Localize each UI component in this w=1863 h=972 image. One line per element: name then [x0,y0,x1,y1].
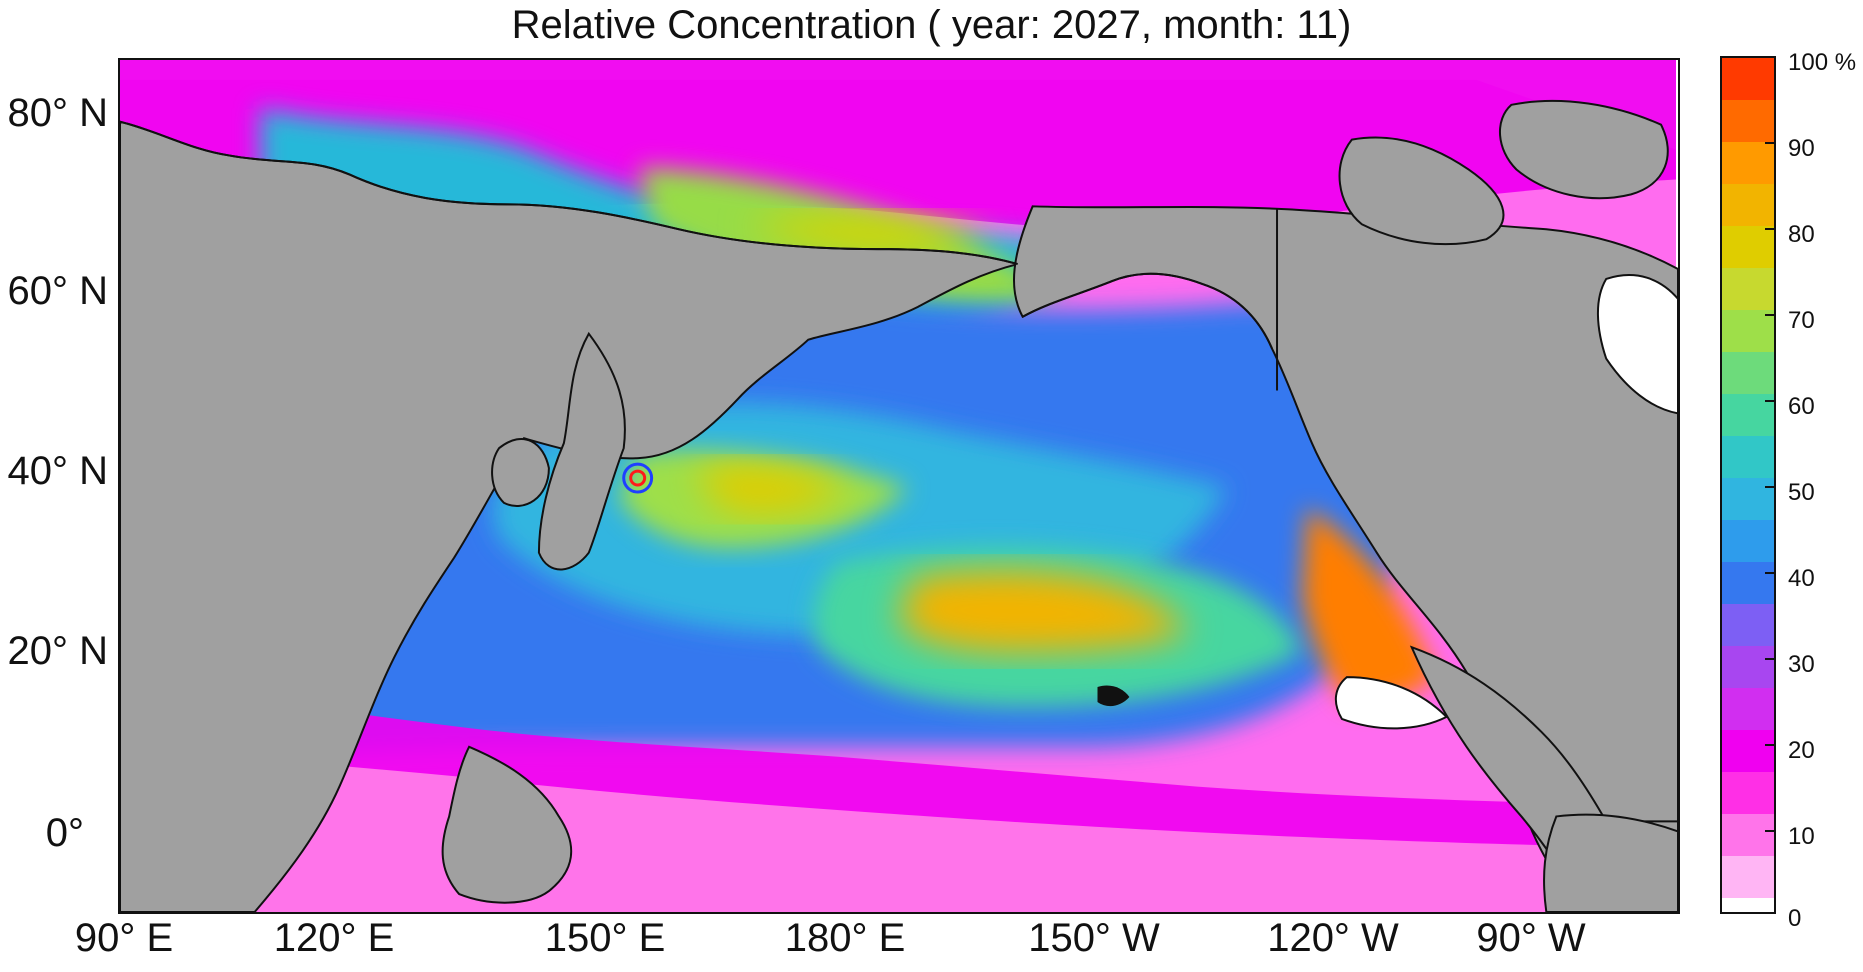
colorbar-tick-100 [1765,56,1776,58]
arctic-coastline [120,120,1018,266]
colorbar-level-80 [1722,226,1774,268]
latitude-label-60n: 60° N [7,269,109,313]
longitude-label-150e: 150° E [544,916,666,960]
colorbar-label-80: 80 [1788,221,1815,248]
colorbar-level-45 [1722,520,1774,562]
colorbar-level-40 [1722,562,1774,604]
colorbar-level-35 [1722,604,1774,646]
source-outer-ring [622,462,654,494]
latitude-label-80n: 80° N [7,91,109,135]
caribbean-gap [1334,676,1449,730]
colorbar-label-20: 20 [1788,737,1815,764]
philippines-land [441,745,573,904]
colorbar-level-85 [1722,184,1774,226]
colorbar-label-30: 30 [1788,651,1815,678]
colorbar-label-100: 100 % [1788,49,1857,76]
alaska-coastline [1022,272,1273,350]
colorbar-level-65 [1722,352,1774,394]
colorbar-tick-0 [1765,912,1776,914]
longitude-label-90e: 90° E [74,916,174,960]
hudson-bay-area [1596,274,1678,415]
colorbar-level-25 [1722,688,1774,730]
colorbar-level-10 [1722,814,1774,856]
colorbar-label-50: 50 [1788,479,1815,506]
concentration-colorbar [1720,56,1776,914]
colorbar-level-15 [1722,772,1774,814]
korea-land [491,438,550,507]
colorbar-tick-20 [1765,744,1776,746]
longitude-label-120e: 120° E [273,916,395,960]
map-borders [120,120,1279,391]
map-panel [118,58,1680,914]
latitude-label-20n: 20° N [7,629,109,673]
colorbar-tick-30 [1765,658,1776,660]
colorbar-tick-70 [1765,314,1776,316]
mid-latitude-yellow-core [698,464,849,515]
colorbar-level-20 [1722,730,1774,772]
colorbar-level-95 [1722,100,1774,142]
colorbar-level-75 [1722,268,1774,310]
colorbar-tick-40 [1765,572,1776,574]
colorbar-label-90: 90 [1788,135,1815,162]
south-america-land [1543,813,1678,912]
colorbar-level-90 [1722,142,1774,184]
arctic-yellow-plume [748,215,988,251]
land-layer [120,99,1678,912]
colorbar-level-70 [1722,310,1774,352]
longitude-label-120w: 120° W [1267,916,1399,960]
longitude-label-150w: 150° W [1028,916,1160,960]
colorbar-tick-90 [1765,142,1776,144]
colorbar-level-5 [1722,856,1774,898]
colorbar-label-0: 0 [1788,905,1802,932]
colorbar-level-0 [1722,898,1774,912]
concentration-map [120,60,1678,912]
source-inner-ring [629,469,647,487]
baja-orange-plume [1301,507,1437,704]
page-title: Relative Concentration ( year: 2027, mon… [511,3,1352,47]
source-marker [622,462,654,494]
canadian-arctic-island-1 [1338,136,1505,246]
colorbar-level-50 [1722,478,1774,520]
colorbar-level-30 [1722,646,1774,688]
colorbar-label-40: 40 [1788,565,1815,592]
latitude-label-0: 0° [45,811,84,855]
colorbar-level-100 [1722,58,1774,100]
latitude-label-40n: 40° N [7,449,109,493]
hawaii-islands [1097,685,1130,707]
colorbar-tick-60 [1765,400,1776,402]
colorbar-tick-10 [1765,830,1776,832]
canadian-arctic-island-2 [1498,99,1669,200]
colorbar-tick-80 [1765,228,1776,230]
colorbar-label-60: 60 [1788,393,1815,420]
longitude-label-180e: 180° E [784,916,906,960]
longitude-label-90w: 90° W [1476,916,1586,960]
colorbar-level-55 [1722,436,1774,478]
hawaii-orange-core [898,570,1188,653]
colorbar-tick-50 [1765,486,1776,488]
colorbar-label-70: 70 [1788,307,1815,334]
japan-land [537,331,626,571]
colorbar-label-10: 10 [1788,823,1815,850]
